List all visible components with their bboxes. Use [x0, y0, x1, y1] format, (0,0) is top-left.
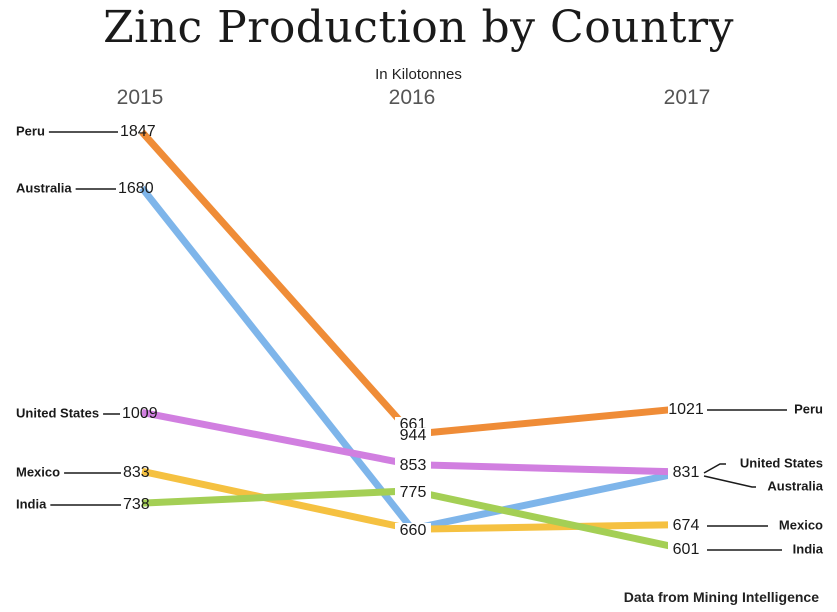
series-line-india-0 [141, 487, 413, 507]
right-name-australia: Australia [767, 478, 823, 493]
right-name-united-states: United States [740, 455, 823, 470]
series-line-australia-0 [139, 185, 415, 532]
right-name-india: India [793, 541, 824, 556]
value-label-2015-australia: 1680 [118, 180, 154, 197]
series-line-united-states-1 [411, 461, 685, 476]
value-plate-2017-1 [668, 465, 704, 481]
chart-subtitle: In Kilotonnes [375, 66, 462, 83]
value-plate-2017-3 [668, 542, 704, 558]
value-label-2016-853: 853 [400, 457, 427, 474]
year-label-2016: 2016 [388, 86, 436, 109]
left-name-mexico: Mexico [16, 464, 60, 479]
right-name-mexico: Mexico [779, 517, 823, 532]
series-line-peru-0 [139, 129, 415, 437]
value-label-2015-peru: 1847 [120, 123, 156, 140]
year-label-2017: 2017 [663, 86, 711, 109]
series-line-united-states-0 [141, 409, 413, 469]
value-label-2016-944: 944 [400, 427, 427, 444]
left-name-india: India [16, 496, 47, 511]
chart-title: Zinc Production by Country [103, 2, 734, 53]
source-note: Data from Mining Intelligence [623, 589, 819, 605]
year-label-2015: 2015 [116, 86, 164, 109]
value-label-2015-india: 738 [123, 496, 150, 513]
series-line-australia-1 [411, 468, 685, 533]
value-label-2015-mexico: 833 [123, 464, 150, 481]
value-plate-2017-2 [668, 518, 704, 534]
value-label-2016-660: 660 [400, 522, 427, 539]
left-name-peru: Peru [16, 123, 45, 138]
series-line-india-1 [411, 487, 685, 553]
value-label-2015-united-states: 1009 [122, 405, 158, 422]
value-plate-2016-2 [395, 458, 431, 474]
value-label-2017-601: 601 [673, 541, 700, 558]
value-plate-2016-4 [395, 523, 431, 539]
right-name-peru: Peru [794, 401, 823, 416]
left-name-united-states: United States [16, 405, 99, 420]
value-plate-2016-3 [395, 485, 431, 501]
value-label-2017-1021: 1021 [668, 401, 704, 418]
value-plate-2017-0 [668, 402, 704, 418]
series-line-peru-1 [411, 404, 685, 438]
left-name-australia: Australia [16, 180, 72, 195]
value-plate-2016-1 [395, 428, 431, 444]
right-leader-australia [703, 475, 756, 488]
value-label-2017-831: 831 [673, 464, 700, 481]
value-label-2016-775: 775 [400, 484, 427, 501]
series-line-mexico-1 [411, 521, 685, 533]
value-label-2017-674: 674 [673, 517, 700, 534]
right-leader-united-states [703, 463, 726, 474]
